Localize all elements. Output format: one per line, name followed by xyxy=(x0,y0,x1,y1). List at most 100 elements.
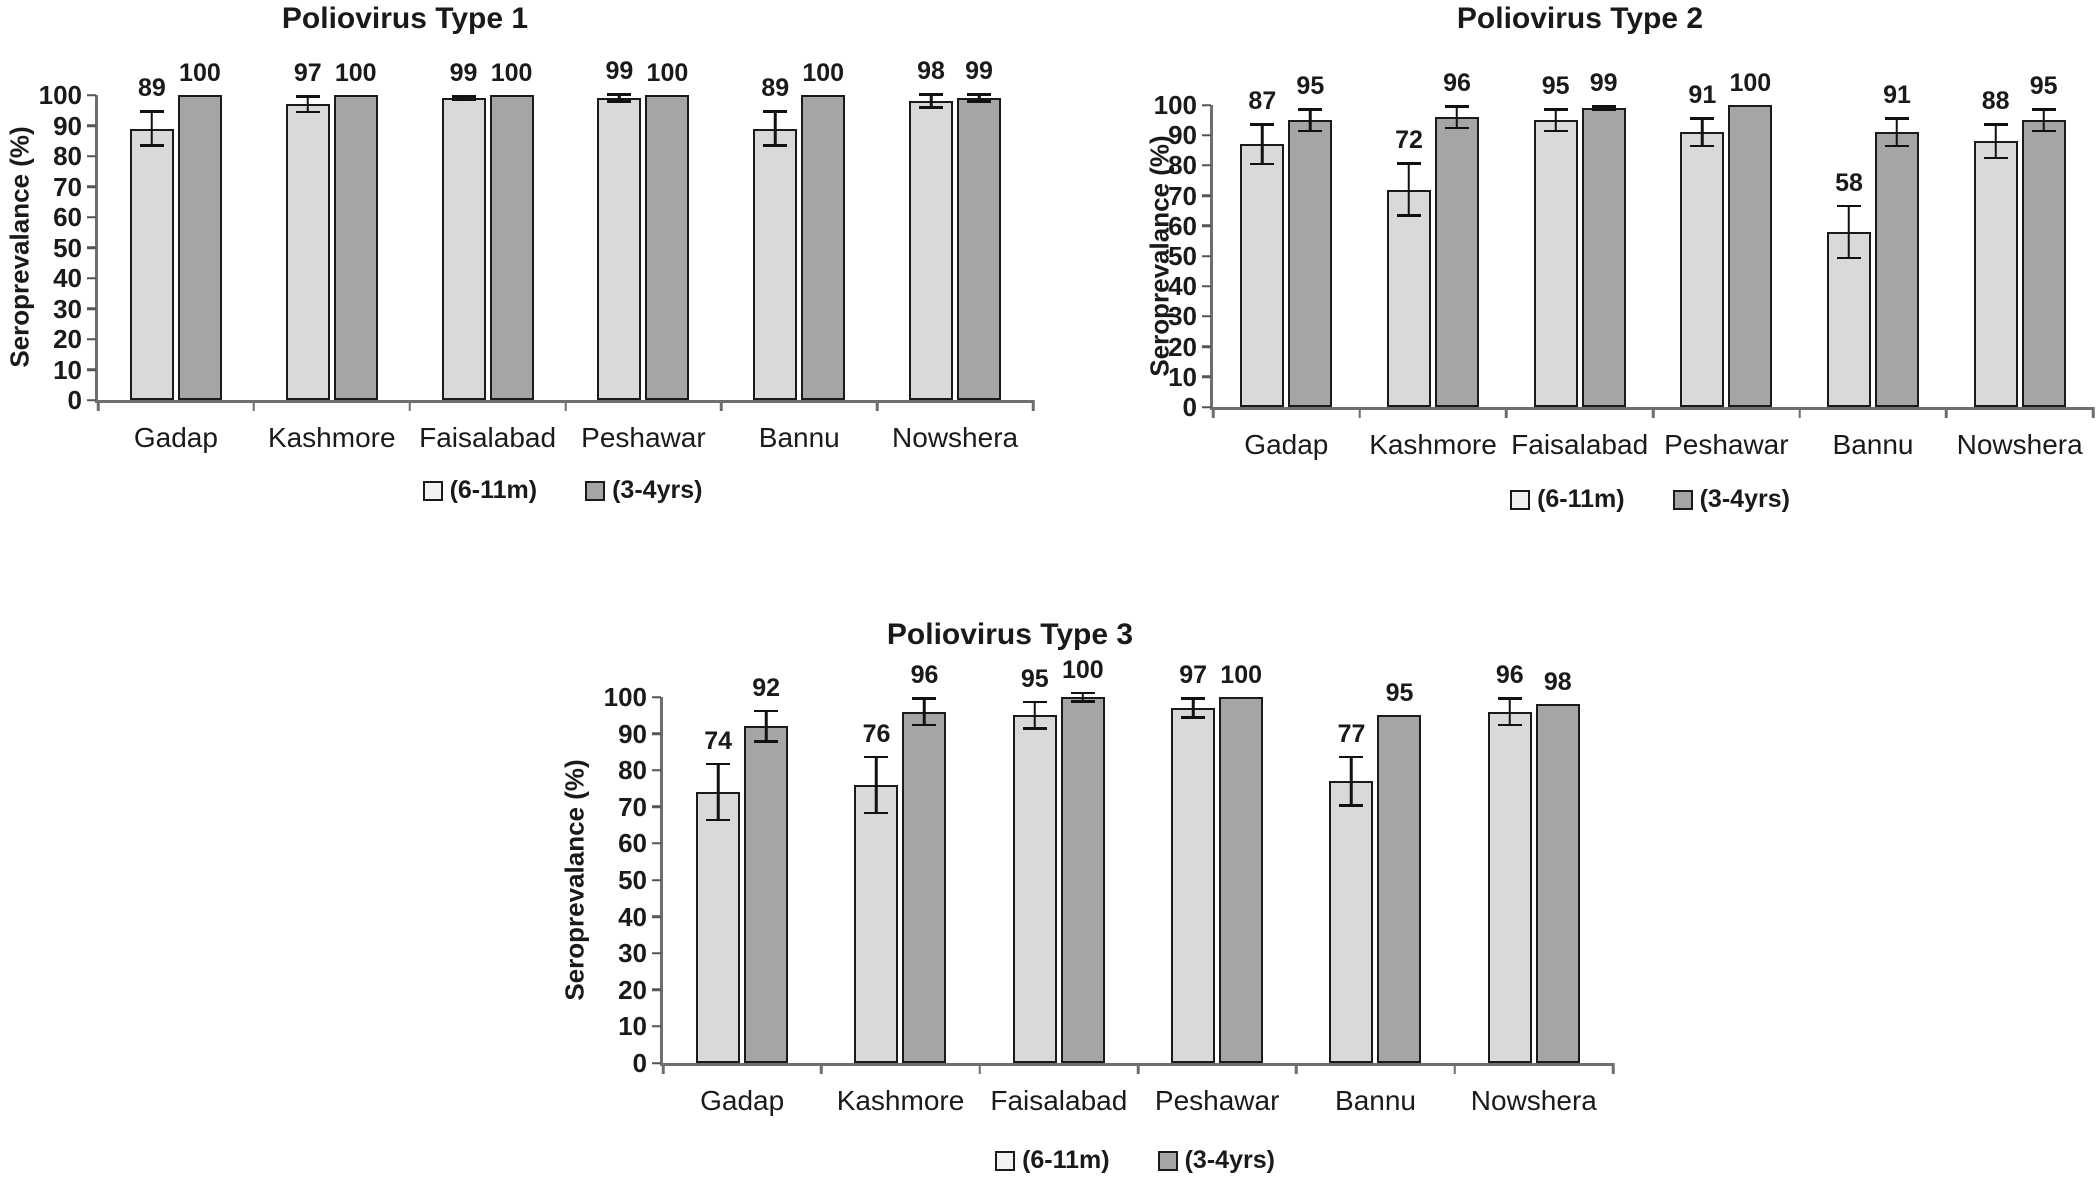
bar-slot-6-11m-kashmore: 97 xyxy=(285,61,330,400)
y-tick-mark xyxy=(1202,284,1211,288)
x-axis-label-faisalabad: Faisalabad xyxy=(1511,429,1649,460)
y-tick-label-60: 60 xyxy=(53,202,82,232)
y-tick-mark xyxy=(652,842,661,845)
error-bar-cap-bottom xyxy=(1396,214,1421,217)
y-tick-label-30: 30 xyxy=(618,938,647,969)
bar-slot-3-4yrs-gadap: 92 xyxy=(744,675,789,1063)
error-bar-cap-top xyxy=(1543,108,1568,111)
error-bar-line xyxy=(1033,700,1037,730)
y-tick-mark xyxy=(652,1061,661,1065)
plot-area: 0 10 20 30 40 50 60 70 80 90 100 87 95 Gadap 72 96 Kashm… xyxy=(1154,71,2095,460)
error-bar-line xyxy=(1081,691,1085,703)
y-tick-mark xyxy=(652,951,661,955)
error-bar-line xyxy=(1455,105,1459,130)
error-bar-cap-top xyxy=(912,697,937,700)
x-tick-mark xyxy=(96,400,100,411)
bar-3-4yrs-gadap xyxy=(1288,120,1333,407)
bar-6-11m-bannu xyxy=(1329,781,1374,1063)
error-bar-cap-top xyxy=(919,93,944,96)
bar-value-label: 100 xyxy=(802,59,845,87)
error-bar-cap-bottom xyxy=(1497,723,1522,727)
y-tick-mark xyxy=(87,307,96,310)
y-tick-mark xyxy=(652,988,661,992)
y-tick-label-100: 100 xyxy=(603,682,647,712)
y-tick-label-50: 50 xyxy=(53,232,82,263)
y-tick-mark xyxy=(652,732,661,735)
x-tick-mark xyxy=(564,400,567,411)
x-tick-mark xyxy=(2091,407,2095,418)
bar-group-peshawar: 91 100 xyxy=(1653,71,1800,407)
bar-group-gadap: 87 95 xyxy=(1213,74,1360,407)
y-tick-label-30: 30 xyxy=(53,293,82,324)
x-tick-mark xyxy=(1611,1063,1615,1074)
y-tick-label-40: 40 xyxy=(618,901,647,932)
y-tick-label-90: 90 xyxy=(618,718,647,749)
bar-value-label: 98 xyxy=(917,57,945,86)
bar-group-faisalabad: 95 99 xyxy=(1506,71,1653,407)
bar-value-label: 95 xyxy=(1385,679,1414,708)
error-bar-cap-bottom xyxy=(1444,126,1469,130)
error-bar-line xyxy=(2042,108,2045,133)
y-tick-label-70: 70 xyxy=(618,791,647,822)
y-tick-label-40: 40 xyxy=(53,263,82,293)
legend-label-6-11m: (6-11m) xyxy=(449,476,538,504)
error-bar-line xyxy=(764,709,768,743)
x-tick-mark xyxy=(820,1063,823,1074)
bar-value-label: 99 xyxy=(965,57,993,86)
bar-6-11m-nowshera xyxy=(909,101,954,400)
legend-item-6-11m: (6-11m) xyxy=(1510,487,1625,512)
error-bar-line xyxy=(1554,108,1557,133)
bar-value-label: 100 xyxy=(1220,661,1263,689)
bar-value-label: 95 xyxy=(2029,72,2058,101)
bar-slot-3-4yrs-nowshera: 99 xyxy=(957,59,1002,400)
error-bar-line xyxy=(1508,697,1512,727)
x-tick-mark xyxy=(720,400,723,411)
bar-slot-3-4yrs-gadap: 95 xyxy=(1288,74,1333,407)
error-bar-cap-top xyxy=(1983,123,2008,126)
bar-slot-6-11m-bannu: 89 xyxy=(753,76,798,400)
y-tick-label-20: 20 xyxy=(53,324,82,354)
bar-3-4yrs-nowshera xyxy=(1535,704,1580,1063)
x-axis-label-nowshera: Nowshera xyxy=(1956,429,2083,460)
error-bar-line xyxy=(306,95,309,114)
x-tick-mark xyxy=(1651,407,1655,418)
error-bar-cap-bottom xyxy=(754,740,779,743)
bar-6-11m-peshawar xyxy=(1680,132,1725,407)
error-bar-cap-bottom xyxy=(1836,256,1861,260)
legend-item-3-4yrs: (3-4yrs) xyxy=(1672,485,1790,513)
legend-label-3-4yrs: (3-4yrs) xyxy=(1699,485,1790,513)
y-tick-label-0: 0 xyxy=(1182,392,1197,422)
bar-value-label: 96 xyxy=(1443,69,1471,97)
bar-value-label: 96 xyxy=(1495,661,1524,689)
error-bar-cap-bottom xyxy=(1339,804,1364,807)
y-tick-label-40: 40 xyxy=(1168,271,1197,302)
error-bar-line xyxy=(1309,108,1312,133)
error-bar-cap-bottom xyxy=(1543,129,1568,133)
bar-3-4yrs-faisalabad xyxy=(489,95,534,400)
error-bar-cap-top xyxy=(1591,105,1616,108)
y-tick-label-80: 80 xyxy=(618,755,647,786)
y-tick-mark xyxy=(1202,405,1211,409)
bar-6-11m-peshawar xyxy=(597,98,642,400)
y-tick-label-80: 80 xyxy=(53,141,82,171)
bar-slot-3-4yrs-peshawar: 100 xyxy=(1728,71,1773,407)
bar-value-label: 95 xyxy=(1541,72,1570,101)
error-bar-cap-top xyxy=(139,110,164,113)
error-bar-cap-bottom xyxy=(967,100,992,103)
x-axis-label-bannu: Bannu xyxy=(758,422,840,453)
error-bar-line xyxy=(618,93,621,103)
y-tick-mark xyxy=(1202,254,1211,258)
x-tick-mark xyxy=(661,1063,665,1074)
bar-slot-3-4yrs-faisalabad: 100 xyxy=(489,61,534,400)
error-bar-cap-bottom xyxy=(919,106,944,109)
bar-6-11m-peshawar xyxy=(1171,707,1216,1063)
error-bar-cap-top xyxy=(1181,697,1206,700)
legend-item-3-4yrs: (3-4yrs) xyxy=(1157,1148,1275,1173)
bar-group-kashmore: 72 96 xyxy=(1360,71,1507,407)
bar-slot-6-11m-bannu: 77 xyxy=(1329,697,1374,1063)
y-tick-label-50: 50 xyxy=(618,865,647,895)
error-bar-line xyxy=(977,93,981,103)
bar-slot-6-11m-nowshera: 96 xyxy=(1487,663,1532,1063)
error-bar-line xyxy=(923,697,926,727)
legend-swatch-3-4yrs xyxy=(1672,489,1693,510)
